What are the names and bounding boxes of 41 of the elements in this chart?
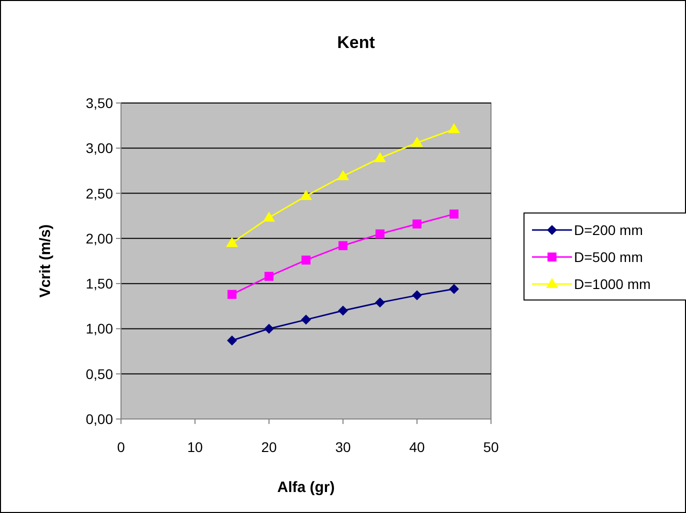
point: [301, 314, 311, 325]
point: [449, 284, 459, 294]
point: [376, 229, 384, 238]
point: [263, 212, 275, 222]
y-tick-label: 3,50: [86, 95, 114, 111]
point: [412, 219, 422, 228]
y-tick-label: 0,00: [86, 411, 114, 427]
x-tick-label: 0: [117, 439, 126, 455]
y-tick-label: 3,00: [86, 140, 114, 156]
legend-label: D=500 mm: [574, 249, 643, 265]
point: [226, 236, 238, 247]
point: [375, 298, 385, 308]
y-tick-label: 2,00: [86, 230, 114, 246]
point: [264, 272, 274, 281]
point: [302, 256, 310, 265]
x-axis-title: Alfa (gr): [277, 479, 335, 496]
point: [450, 210, 458, 219]
point: [412, 290, 422, 300]
point: [264, 324, 274, 334]
y-tick-label: 1,50: [86, 276, 114, 292]
y-axis-title: Vcrit (m/s): [37, 224, 54, 298]
point: [448, 123, 460, 134]
x-tick-label: 50: [483, 439, 499, 455]
x-tick-label: 30: [335, 439, 351, 455]
point: [411, 136, 423, 147]
legend-label: D=200 mm: [574, 222, 643, 238]
y-tick-label: 1,00: [86, 320, 114, 337]
y-tick-label: 2,50: [86, 185, 114, 202]
point: [337, 170, 349, 180]
point: [300, 190, 312, 200]
point: [338, 306, 348, 316]
x-tick-label: 20: [261, 439, 277, 455]
x-tick-label: 10: [187, 439, 203, 455]
chart-title: Kent: [337, 33, 376, 52]
point: [228, 290, 236, 299]
legend-label: D=1000 mm: [574, 276, 651, 292]
point: [374, 152, 386, 162]
y-tick-label: 0,50: [86, 366, 114, 382]
x-tick-label: 40: [409, 439, 425, 455]
point: [227, 335, 237, 346]
point: [338, 241, 348, 250]
